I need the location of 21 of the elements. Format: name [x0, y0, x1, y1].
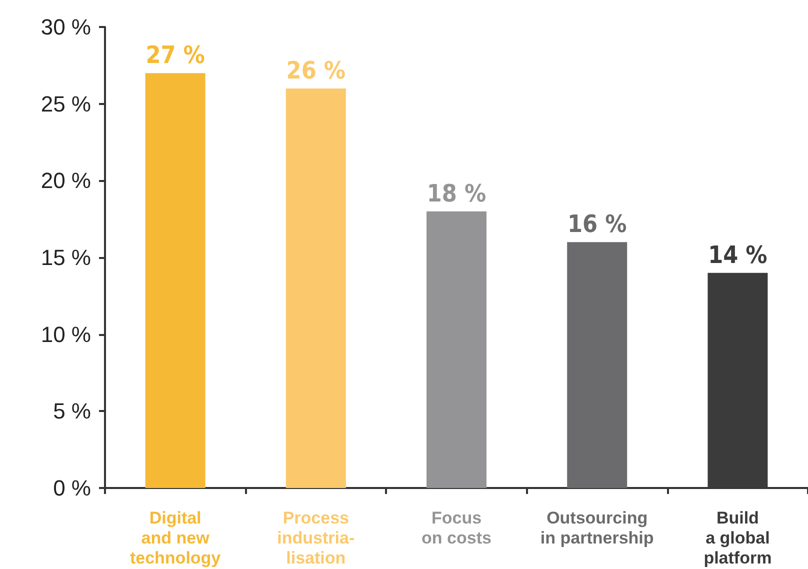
y-tick-label: 0 %: [53, 476, 91, 500]
y-tick-label: 5 %: [53, 398, 91, 424]
y-tick-label: 15 %: [40, 245, 91, 270]
bar: [426, 211, 486, 488]
y-tick-label: 10 %: [40, 322, 91, 347]
data-label: 26 %: [286, 56, 346, 84]
data-label: 18 %: [426, 179, 486, 208]
x-tick-label: Process industria- lisation: [277, 508, 355, 568]
x-tick-label: Focus on costs: [422, 508, 492, 548]
data-label: 16 %: [568, 210, 627, 238]
data-label: 14 %: [708, 240, 768, 269]
data-label: 27 %: [146, 41, 205, 70]
x-tick-label: Outsourcing in partnership: [540, 508, 654, 548]
x-tick-label: Build a global platform: [704, 508, 772, 568]
bar: [286, 88, 346, 488]
x-tick-label: Digital and new technology: [130, 508, 222, 568]
y-tick-label: 30 %: [40, 14, 91, 40]
y-tick-label: 25 %: [40, 91, 91, 116]
bar: [567, 242, 628, 488]
y-tick-label: 20 %: [40, 168, 91, 194]
bar: [145, 73, 206, 488]
